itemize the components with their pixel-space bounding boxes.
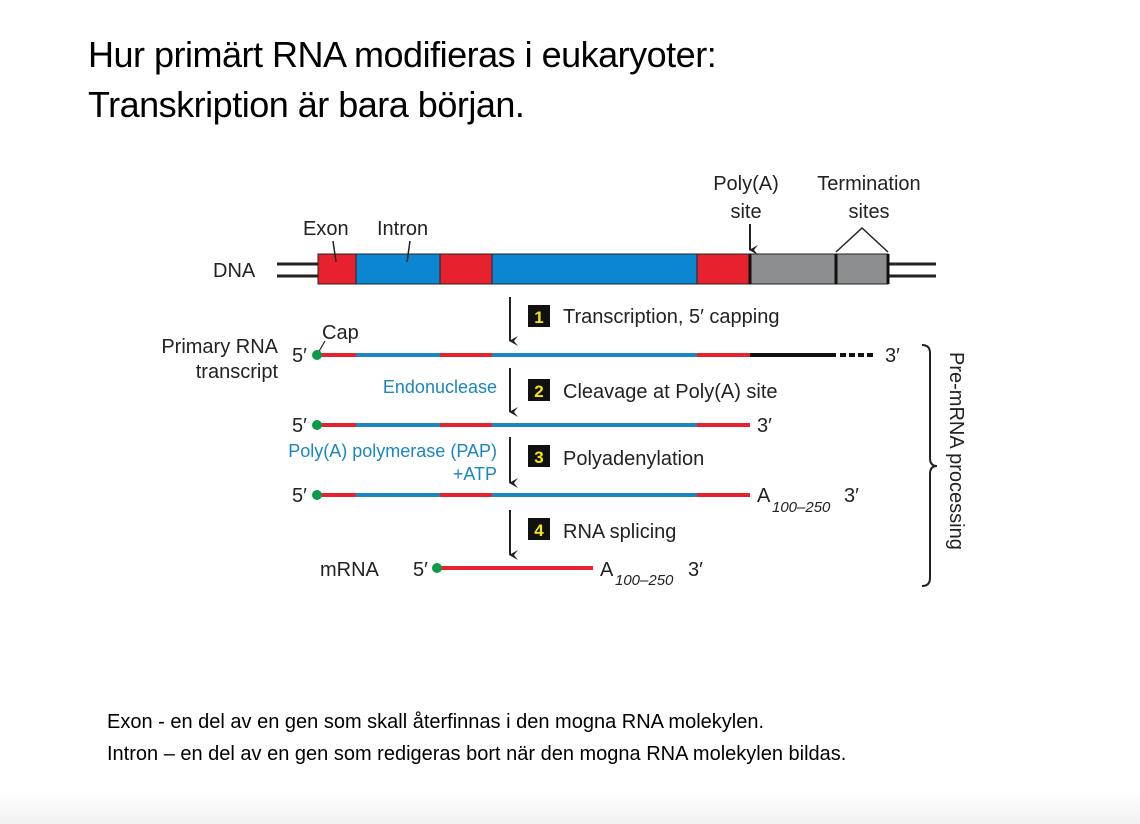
- termination-pointer: [835, 226, 889, 253]
- pre-mrna-processing-label: Pre-mRNA processing: [945, 352, 967, 550]
- step-1: 1 Transcription, 5′ capping: [528, 305, 779, 328]
- step-4: 4 RNA splicing: [528, 518, 676, 543]
- five-prime-2: 5′: [292, 415, 307, 437]
- svg-text:RNA splicing: RNA splicing: [563, 521, 676, 543]
- exon-definition: Exon - en del av en gen som skall återfi…: [107, 711, 765, 733]
- pap-label: Poly(A) polymerase (PAP): [288, 441, 497, 461]
- five-prime-3: 5′: [292, 485, 307, 507]
- three-prime-1: 3′: [885, 345, 900, 367]
- exon-label: Exon: [303, 218, 349, 240]
- mrna-label: mRNA: [320, 559, 380, 581]
- poly-a-tail-2: A: [600, 559, 614, 581]
- intron-label: Intron: [377, 218, 428, 240]
- poly-a-tail-1: A: [757, 485, 771, 507]
- five-prime-1: 5′: [292, 345, 307, 367]
- title-line-2: Transkription är bara början.: [88, 84, 525, 125]
- svg-text:Transcription, 5′ capping: Transcription, 5′ capping: [563, 306, 779, 328]
- intron-1: [355, 253, 441, 285]
- endonuclease-label: Endonuclease: [383, 377, 497, 397]
- polya-site-label-2: site: [730, 201, 761, 223]
- exon-1: [317, 253, 357, 285]
- three-prime-4: 3′: [688, 559, 703, 581]
- dna-label: DNA: [213, 260, 256, 282]
- bottom-shade: [0, 790, 1140, 824]
- atp-label: +ATP: [453, 464, 497, 484]
- poly-a-subscript-1: 100–250: [772, 499, 831, 516]
- cap-dot-icon: [312, 420, 322, 430]
- five-prime-4: 5′: [413, 559, 428, 581]
- termination-region-1: [749, 253, 837, 285]
- termination-label-2: sites: [848, 201, 889, 223]
- svg-text:4: 4: [534, 521, 544, 540]
- step-3: 3 Polyadenylation Poly(A) polymerase (PA…: [288, 441, 704, 484]
- cap-dot-icon: [312, 490, 322, 500]
- cap-dot-icon: [432, 563, 442, 573]
- polya-site-label-1: Poly(A): [713, 173, 779, 195]
- svg-text:Polyadenylation: Polyadenylation: [563, 448, 704, 470]
- cap-dot-icon: [312, 350, 322, 360]
- three-prime-2: 3′: [757, 415, 772, 437]
- intron-2: [491, 253, 698, 285]
- exon-2: [439, 253, 493, 285]
- slide-title: Hur primärt RNA modifieras i eukaryoter:…: [88, 30, 717, 130]
- step-2: 2 Cleavage at Poly(A) site Endonuclease: [383, 377, 778, 403]
- dna-strand: [277, 253, 936, 285]
- title-line-1: Hur primärt RNA modifieras i eukaryoter:: [88, 34, 717, 75]
- poly-a-subscript-2: 100–250: [615, 572, 674, 589]
- svg-text:Cleavage at Poly(A) site: Cleavage at Poly(A) site: [563, 381, 778, 403]
- svg-text:2: 2: [534, 382, 543, 401]
- svg-text:3: 3: [534, 448, 543, 467]
- cap-label: Cap: [322, 322, 359, 344]
- three-prime-3: 3′: [844, 485, 859, 507]
- primary-rna-label-2: transcript: [196, 361, 279, 383]
- primary-rna-label-1: Primary RNA: [161, 336, 278, 358]
- termination-region-2: [835, 253, 889, 285]
- exon-3: [696, 253, 751, 285]
- termination-label-1: Termination: [817, 173, 920, 195]
- pre-mrna-bracket: [921, 344, 938, 587]
- intron-definition: Intron – en del av en gen som redigeras …: [107, 743, 847, 765]
- definitions: Exon - en del av en gen som skall återfi…: [107, 706, 846, 770]
- svg-text:1: 1: [534, 308, 543, 327]
